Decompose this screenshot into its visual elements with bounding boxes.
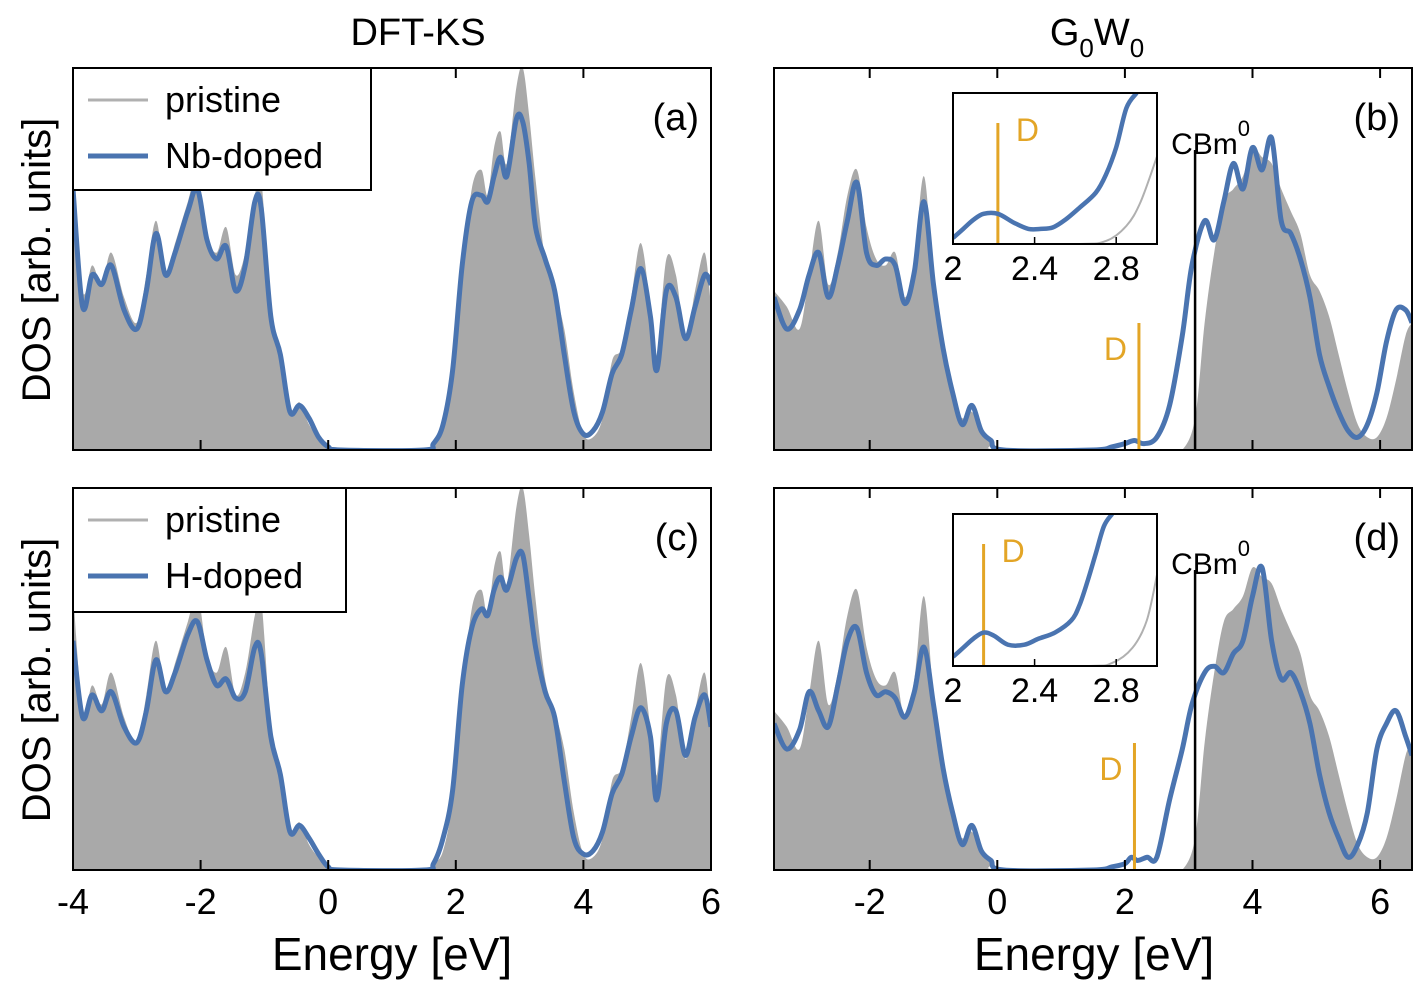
panel-d-series-pristine-fill bbox=[774, 566, 1412, 870]
panel-b: CBm0 D (b) D 2 2.4 2.8 bbox=[773, 67, 1413, 451]
panel-a: (a) bbox=[72, 67, 712, 451]
panel-c-plot-area bbox=[73, 488, 711, 870]
xlabel-left: Energy [eV] bbox=[272, 928, 512, 980]
legend-top-box bbox=[72, 67, 372, 191]
panel-b-frame bbox=[773, 67, 1413, 451]
title-w: W bbox=[1094, 12, 1130, 54]
panel-d-inset-h-doped-line bbox=[953, 514, 1114, 659]
panel-d-inset-defect-label: D bbox=[1002, 533, 1025, 569]
panel-a-plot-area bbox=[73, 68, 711, 450]
panel-a-label: (a) bbox=[653, 97, 699, 139]
title-sub-0a: 0 bbox=[1079, 33, 1093, 63]
legend-bottom-doped-label: H-doped bbox=[165, 555, 303, 596]
panel-a-series-pristine-fill bbox=[73, 68, 711, 450]
title-sub-0b: 0 bbox=[1130, 33, 1144, 63]
title-g: G bbox=[1050, 12, 1080, 54]
panel-a-frame bbox=[72, 67, 712, 451]
panel-b-cbm-sup: 0 bbox=[1238, 116, 1250, 141]
legend-bottom: pristine H-doped bbox=[72, 487, 347, 613]
xlabel-right: Energy [eV] bbox=[974, 928, 1214, 980]
legend-top: pristine Nb-doped bbox=[72, 67, 372, 191]
panel-c-series-pristine-fill bbox=[73, 488, 711, 870]
panel-c-series-h-doped-line bbox=[73, 548, 711, 870]
panel-d-inset-bg bbox=[953, 514, 1157, 666]
panel-c-frame bbox=[72, 487, 712, 871]
panel-d-xtick-label-2: 2 bbox=[1115, 881, 1135, 922]
title-dft-ks: DFT-KS bbox=[350, 12, 485, 54]
panel-c-xtick-label-3: 2 bbox=[446, 881, 466, 922]
panel-c-xtick-label-5: 6 bbox=[701, 881, 721, 922]
panel-d-plot-area bbox=[774, 563, 1412, 870]
legend-bottom-box bbox=[72, 487, 347, 613]
panel-d-inset-plot bbox=[953, 514, 1157, 666]
panel-d-frame bbox=[773, 487, 1413, 871]
legend-top-pristine-label: pristine bbox=[165, 79, 281, 120]
panel-d-xtick-label-3: 4 bbox=[1242, 881, 1262, 922]
panel-d-label: (d) bbox=[1354, 517, 1400, 559]
panel-c-xtick-label-0: -4 bbox=[57, 881, 89, 922]
panel-d-series-h-doped-line bbox=[774, 563, 1412, 870]
ylabel-bottom: DOS [arb. units] bbox=[15, 538, 59, 823]
panel-c-label: (c) bbox=[655, 517, 699, 559]
panel-c: -4 -2 0 2 4 6 (c) bbox=[57, 487, 721, 922]
panel-d-inset-xtick-label-2: 2.8 bbox=[1093, 672, 1140, 710]
panel-d-inset-xtick-label-1: 2.4 bbox=[1011, 672, 1058, 710]
panel-b-cbm-label: CBm0 bbox=[1171, 116, 1250, 161]
panel-d-xtick-label-0: -2 bbox=[854, 881, 886, 922]
panel-d-inset: D 2 2.4 2.8 bbox=[944, 513, 1158, 710]
panel-c-xtick-label-1: -2 bbox=[185, 881, 217, 922]
panel-d-inset-frame bbox=[952, 513, 1158, 667]
legend-bottom-pristine-label: pristine bbox=[165, 499, 281, 540]
panel-d-xtick-label-1: 0 bbox=[987, 881, 1007, 922]
panel-b-defect-label: D bbox=[1104, 331, 1127, 367]
panel-b-inset-frame bbox=[952, 92, 1158, 245]
panel-d-xtick-label-4: 6 bbox=[1370, 881, 1390, 922]
panel-b-inset-plot bbox=[953, 93, 1157, 244]
panel-b-inset: D 2 2.4 2.8 bbox=[944, 92, 1158, 288]
panel-b-inset-defect-label: D bbox=[1016, 112, 1039, 148]
panel-b-label: (b) bbox=[1354, 97, 1400, 139]
panel-b-series-pristine-fill bbox=[774, 146, 1412, 450]
panel-d-cbm-label: CBm0 bbox=[1171, 536, 1250, 581]
panel-a-series-nb-doped-line bbox=[73, 111, 711, 450]
ylabel-top: DOS [arb. units] bbox=[15, 118, 59, 403]
panel-b-inset-xtick-label-0: 2 bbox=[944, 250, 963, 288]
panel-b-cbm-text: CBm bbox=[1171, 128, 1238, 161]
panel-d-cbm-sup: 0 bbox=[1238, 536, 1250, 561]
panel-c-xtick-label-2: 0 bbox=[318, 881, 338, 922]
title-g0w0: G0W0 bbox=[1050, 12, 1144, 63]
panel-c-xtick-label-4: 4 bbox=[573, 881, 593, 922]
panel-b-plot-area bbox=[774, 134, 1412, 450]
panel-d-cbm-text: CBm bbox=[1171, 548, 1238, 581]
panel-b-inset-xtick-label-2: 2.8 bbox=[1093, 250, 1140, 288]
legend-top-doped-label: Nb-doped bbox=[165, 135, 323, 176]
panel-d-defect-label: D bbox=[1099, 751, 1122, 787]
panel-b-inset-xtick-label-1: 2.4 bbox=[1011, 250, 1058, 288]
panel-d-inset-pristine-line bbox=[953, 574, 1157, 666]
panel-d-inset-xtick-label-0: 2 bbox=[944, 672, 963, 710]
panel-b-series-nb-doped-line bbox=[774, 134, 1412, 450]
panel-b-inset-pristine-line bbox=[953, 156, 1157, 244]
panel-b-inset-nb-doped-line bbox=[953, 93, 1139, 240]
